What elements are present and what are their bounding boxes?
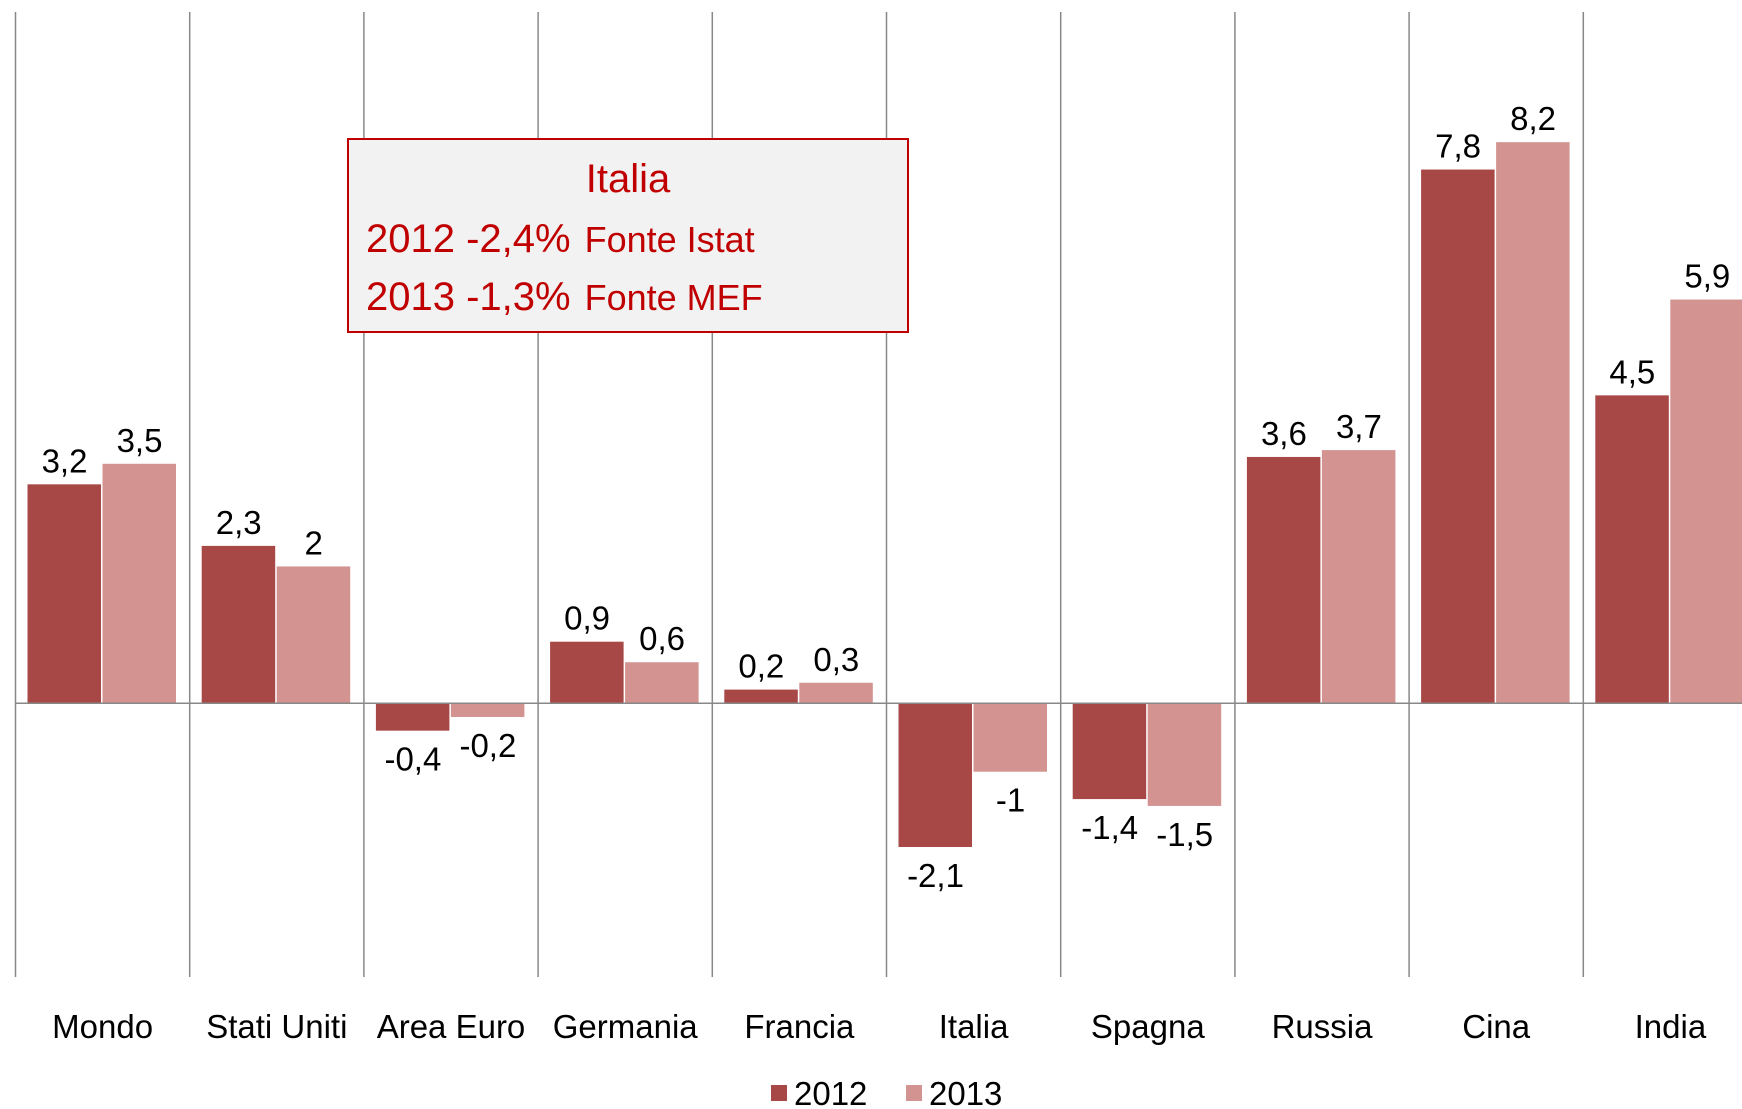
bar: [102, 463, 176, 704]
x-tick-label: Cina: [1462, 1008, 1531, 1045]
bar: [450, 703, 525, 717]
legend-label: 2013: [929, 1075, 1002, 1109]
data-label: 0,9: [564, 600, 610, 637]
data-label: -1,4: [1081, 809, 1138, 846]
data-label: -1: [996, 782, 1025, 819]
annotation-box: [347, 138, 909, 333]
data-label: 3,5: [117, 422, 163, 459]
x-tick-label: Stati Uniti: [206, 1008, 347, 1045]
data-label: 4,5: [1609, 353, 1655, 390]
data-label: 5,9: [1684, 258, 1730, 295]
bar: [724, 689, 798, 704]
data-label: -0,4: [384, 741, 441, 778]
x-tick-label: Francia: [744, 1008, 855, 1045]
x-tick-label: Russia: [1272, 1008, 1374, 1045]
annotation-text: 2013 -1,3%: [366, 275, 571, 319]
bar: [1321, 450, 1396, 704]
x-tick-label: Spagna: [1091, 1008, 1205, 1045]
annotation-line: 2012 -2,4% Fonte Istat: [366, 217, 755, 261]
x-tick-label: Area Euro: [377, 1008, 526, 1045]
data-label: 0,6: [639, 620, 685, 657]
bar: [1072, 703, 1147, 800]
annotation-text: 2012 -2,4%: [366, 217, 571, 261]
data-label: 2,3: [216, 504, 262, 541]
bar: [276, 566, 351, 704]
data-label: 2: [305, 524, 323, 561]
data-label: 0,3: [813, 641, 859, 678]
bar: [973, 703, 1047, 772]
x-tick-label: India: [1635, 1008, 1707, 1045]
x-tick-label: Mondo: [52, 1008, 153, 1045]
data-label: 7,8: [1435, 128, 1481, 165]
data-label: -0,2: [459, 727, 516, 764]
data-label: 3,7: [1336, 408, 1382, 445]
legend-swatch: [904, 1083, 924, 1103]
bar: [1246, 456, 1321, 704]
annotation-text: Fonte Istat: [585, 219, 755, 260]
data-label: 3,2: [42, 442, 88, 479]
annotation-title: Italia: [586, 157, 671, 201]
legend-label: 2012: [794, 1075, 867, 1109]
bar: [1496, 142, 1570, 704]
x-tick-label: Italia: [939, 1008, 1009, 1045]
annotation-text: Fonte MEF: [585, 277, 763, 318]
annotation-line: 2013 -1,3% Fonte MEF: [366, 275, 763, 319]
bar: [799, 682, 873, 704]
bar: [27, 484, 101, 704]
bar: [898, 703, 972, 847]
bar: [1147, 703, 1222, 806]
data-label: 3,6: [1261, 415, 1307, 452]
legend-swatch: [769, 1083, 789, 1103]
bar: [1421, 169, 1495, 704]
bar: [625, 662, 699, 704]
data-label: 0,2: [738, 648, 784, 685]
bar: [201, 545, 276, 704]
data-label: -1,5: [1156, 816, 1213, 853]
data-label: 8,2: [1510, 100, 1556, 137]
data-label: -2,1: [907, 857, 964, 894]
bar: [1670, 299, 1742, 704]
bar: [550, 641, 624, 704]
bar: [1595, 395, 1669, 704]
x-tick-label: Germania: [553, 1008, 699, 1045]
bar: [375, 703, 450, 731]
